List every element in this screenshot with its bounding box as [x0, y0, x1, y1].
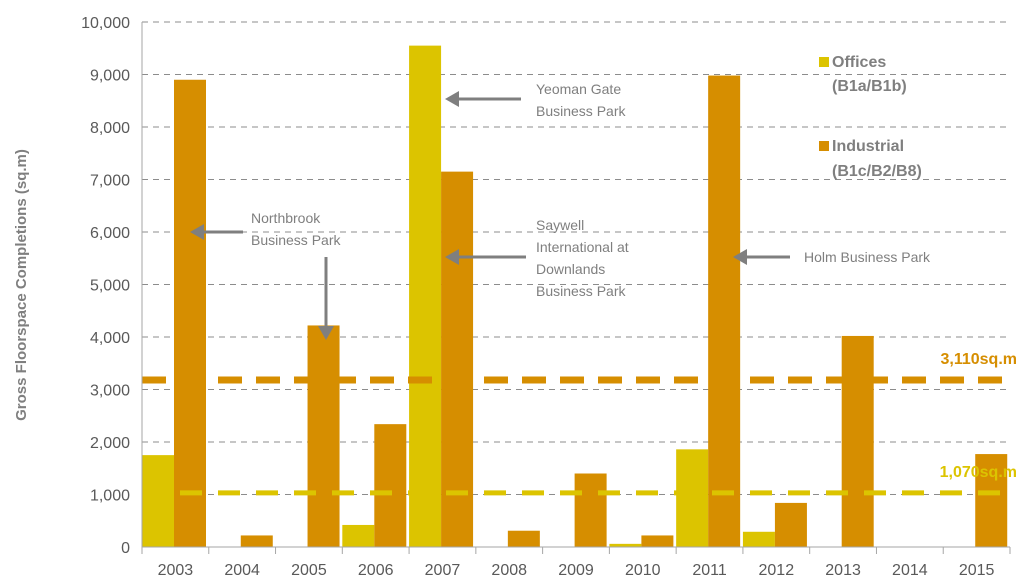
legend: Offices (B1a/B1b) Industrial (B1c/B2/B8) — [819, 54, 922, 180]
bar-industrial-2008 — [507, 530, 540, 547]
x-tick-label: 2006 — [358, 562, 394, 579]
x-tick-label: 2005 — [291, 562, 327, 579]
annotation-northbrook-line1: Northbrook — [251, 210, 321, 226]
legend-swatch-offices — [819, 57, 829, 67]
y-tick-label: 1,000 — [90, 488, 130, 505]
x-tick-label: 2013 — [825, 562, 861, 579]
bar-industrial-2009 — [574, 473, 607, 547]
bar-industrial-2010 — [641, 535, 674, 547]
arrow-northbrook-down — [318, 257, 334, 340]
annotation-yeoman-line2: Business Park — [536, 103, 626, 119]
bars — [142, 45, 1008, 548]
x-tick-label: 2003 — [158, 562, 194, 579]
arrow-northbrook-left — [190, 224, 243, 240]
bar-offices-2007 — [409, 45, 442, 547]
grid-lines — [142, 21, 1010, 495]
x-tick-label: 2012 — [759, 562, 795, 579]
legend-label-industrial-code: (B1c/B2/B8) — [832, 163, 922, 180]
y-tick-label: 8,000 — [90, 120, 130, 137]
bar-offices-2012 — [742, 531, 775, 547]
arrow-holm — [733, 249, 790, 265]
annotation-yeoman-line1: Yeoman Gate — [536, 81, 621, 97]
y-tick-labels: 0 1,000 2,000 3,000 4,000 5,000 6,000 7,000 8,00… — [81, 15, 130, 557]
x-tick-labels: 2003 2004 2005 2006 2007 2008 2009 2010 2011 2012… — [158, 562, 995, 579]
reference-lines: 3,110sq.m 1,070sq.m — [142, 351, 1018, 496]
y-tick-label: 2,000 — [90, 435, 130, 452]
bar-industrial-2012 — [774, 502, 807, 547]
reference-line-label: 3,110sq.m — [941, 351, 1018, 368]
y-tick-label: 5,000 — [90, 278, 130, 295]
annotation-saywell-line1: Saywell — [536, 217, 584, 233]
arrow-yeoman — [445, 91, 521, 107]
legend-label-industrial: Industrial — [832, 138, 904, 155]
bar-industrial-2006 — [374, 424, 407, 547]
legend-swatch-industrial — [819, 141, 829, 151]
legend-label-offices: Offices — [832, 54, 886, 71]
axes — [141, 22, 1011, 554]
x-tick-label: 2009 — [558, 562, 594, 579]
bar-offices-2003 — [142, 455, 174, 547]
annotation-northbrook-line2: Business Park — [251, 232, 341, 248]
annotations: Northbrook Business Park Yeoman Gate Bus… — [190, 81, 931, 340]
x-tick-label: 2007 — [425, 562, 461, 579]
bar-industrial-2007 — [441, 171, 474, 547]
annotation-saywell-line2: International at — [536, 239, 629, 255]
bar-industrial-2011 — [708, 75, 741, 548]
y-tick-label: 3,000 — [90, 383, 130, 400]
annotation-saywell-line4: Business Park — [536, 283, 626, 299]
y-tick-label: 10,000 — [81, 15, 130, 32]
x-tick-label: 2015 — [959, 562, 995, 579]
x-tick-label: 2008 — [491, 562, 527, 579]
bar-offices-2006 — [342, 524, 375, 547]
x-tick-label: 2011 — [692, 562, 727, 579]
x-tick-label: 2004 — [224, 562, 260, 579]
bar-offices-2011 — [676, 449, 709, 547]
bar-industrial-2005 — [307, 325, 340, 547]
annotation-saywell-line3: Downlands — [536, 261, 605, 277]
y-tick-label: 0 — [121, 540, 130, 557]
bar-offices-2010 — [609, 543, 642, 547]
x-tick-label: 2014 — [892, 562, 928, 579]
arrow-saywell — [445, 249, 526, 265]
annotation-holm: Holm Business Park — [804, 249, 931, 265]
bar-industrial-2003 — [174, 79, 206, 547]
bar-industrial-2004 — [240, 535, 273, 547]
y-tick-label: 4,000 — [90, 330, 130, 347]
y-tick-label: 6,000 — [90, 225, 130, 242]
bar-industrial-2015 — [975, 454, 1008, 547]
y-axis-label: Gross Floorspace Completions (sq.m) — [13, 149, 30, 421]
y-tick-label: 9,000 — [90, 68, 130, 85]
legend-label-offices-code: (B1a/B1b) — [832, 78, 907, 95]
reference-line-label: 1,070sq.m — [940, 464, 1017, 481]
y-tick-label: 7,000 — [90, 173, 130, 190]
x-tick-label: 2010 — [625, 562, 661, 579]
bar-industrial-2013 — [841, 335, 874, 547]
